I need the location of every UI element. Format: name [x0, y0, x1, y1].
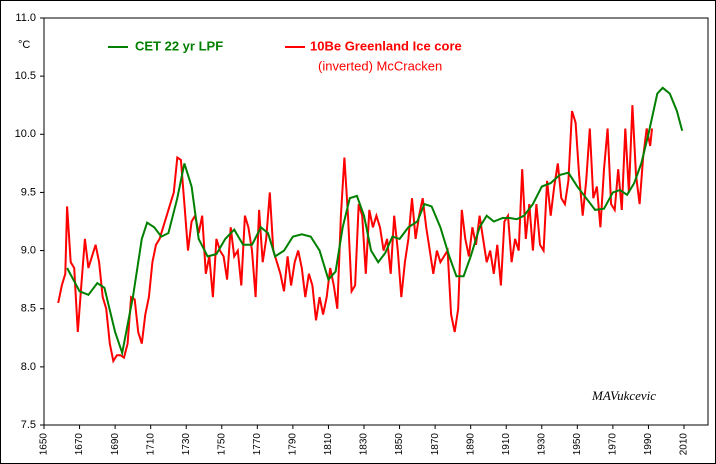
- y-tick-label: 8.5: [21, 303, 36, 315]
- annotation: MAVukcevic: [591, 388, 656, 403]
- x-tick-label: 1810: [323, 433, 334, 456]
- x-tick-label: 1690: [110, 433, 121, 456]
- y-tick-label: 8.0: [21, 361, 36, 373]
- series-line: [66, 86, 684, 357]
- x-tick-label: 1770: [252, 433, 263, 456]
- x-tick-label: 1910: [501, 433, 512, 456]
- y-tick-label: 7.5: [21, 419, 36, 431]
- y-tick-label: 11.0: [15, 12, 36, 24]
- x-tick-label: 1950: [572, 433, 583, 456]
- x-tick-label: 1930: [536, 433, 547, 456]
- x-tick-label: 1850: [394, 433, 405, 456]
- x-tick-label: 2010: [679, 433, 690, 456]
- y-tick-label: 10.0: [15, 128, 36, 140]
- x-tick-label: 1890: [465, 433, 476, 456]
- x-tick-label: 1790: [288, 433, 299, 456]
- y-tick-label: 9.0: [21, 244, 36, 256]
- annotation: (inverted) McCracken: [318, 58, 442, 73]
- x-tick-label: 1990: [643, 433, 654, 456]
- x-tick-label: 1870: [430, 433, 441, 456]
- y-tick-label: 10.5: [15, 70, 36, 82]
- series-line: [57, 105, 653, 364]
- x-tick-label: 1670: [74, 433, 85, 456]
- x-tick-label: 1750: [216, 433, 227, 456]
- x-tick-label: 1650: [39, 433, 50, 456]
- plot-border: [43, 17, 709, 426]
- y-axis-label: °C: [18, 39, 30, 51]
- y-tick-label: 9.5: [21, 186, 36, 198]
- legend-label: CET 22 yr LPF: [135, 38, 223, 53]
- legend-label: 10Be Greenland Ice core: [310, 38, 462, 53]
- x-tick-label: 1710: [145, 433, 156, 456]
- x-tick-label: 1730: [181, 433, 192, 456]
- x-tick-label: 1830: [359, 433, 370, 456]
- x-tick-label: 1970: [608, 433, 619, 456]
